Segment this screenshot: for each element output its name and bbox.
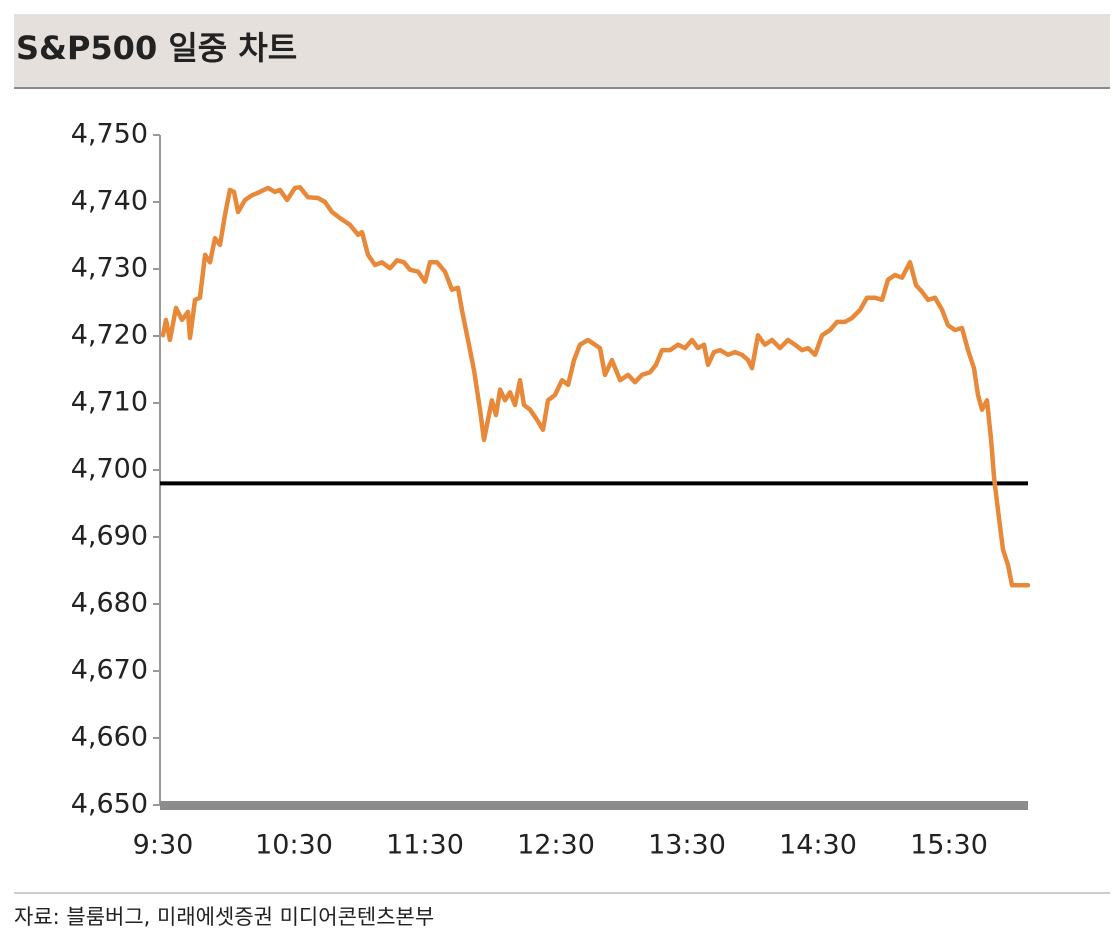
x-tick-label: 14:30 bbox=[779, 830, 857, 861]
x-tick-label: 11:30 bbox=[386, 830, 464, 861]
y-tick-label: 4,730 bbox=[71, 253, 148, 284]
y-tick-label: 4,690 bbox=[71, 521, 148, 552]
y-tick-label: 4,700 bbox=[71, 454, 148, 485]
x-tick-label: 12:30 bbox=[517, 830, 595, 861]
x-tick-label: 9:30 bbox=[133, 830, 194, 861]
chart-title: S&P500 일중 차트 bbox=[16, 29, 297, 67]
x-tick-label: 10:30 bbox=[255, 830, 333, 861]
x-tick-label: 15:30 bbox=[910, 830, 988, 861]
y-tick-label: 4,650 bbox=[71, 789, 148, 820]
source-note: 자료: 블룸버그, 미래에셋증권 미디어콘텐츠본부 bbox=[14, 905, 434, 929]
y-tick-label: 4,660 bbox=[71, 722, 148, 753]
y-tick-label: 4,720 bbox=[71, 320, 148, 351]
price-line bbox=[160, 185, 1031, 588]
y-tick-label: 4,710 bbox=[71, 387, 148, 418]
y-tick-label: 4,750 bbox=[71, 119, 148, 150]
header-band bbox=[14, 14, 1110, 88]
x-axis bbox=[160, 801, 1028, 810]
y-tick-label: 4,740 bbox=[71, 186, 148, 217]
y-tick-label: 4,680 bbox=[71, 588, 148, 619]
y-tick-label: 4,670 bbox=[71, 655, 148, 686]
x-tick-label: 13:30 bbox=[648, 830, 726, 861]
